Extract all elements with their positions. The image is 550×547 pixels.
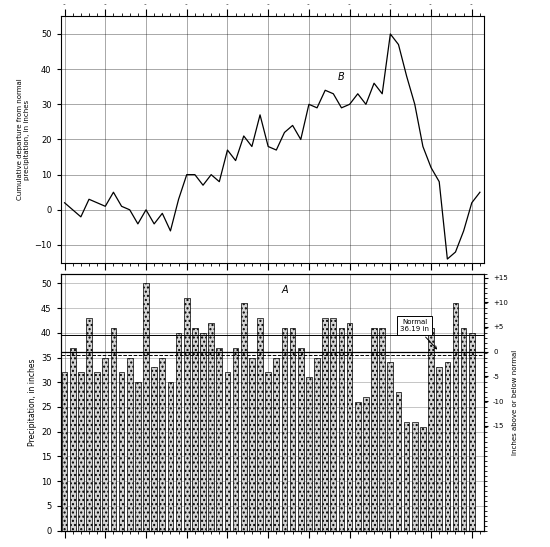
Bar xyxy=(94,373,100,531)
Bar xyxy=(395,392,402,531)
Bar xyxy=(143,283,149,531)
Text: B: B xyxy=(338,72,345,82)
Bar xyxy=(363,397,368,531)
Bar xyxy=(184,298,190,531)
Bar xyxy=(331,318,336,531)
Bar xyxy=(290,328,295,531)
Bar xyxy=(86,318,92,531)
Bar xyxy=(412,422,417,531)
Bar xyxy=(119,373,124,531)
Bar xyxy=(176,333,182,531)
Bar xyxy=(111,328,116,531)
Bar xyxy=(160,358,165,531)
Bar xyxy=(224,373,230,531)
Bar xyxy=(355,402,361,531)
Bar xyxy=(78,373,84,531)
Bar xyxy=(62,373,68,531)
Bar xyxy=(444,363,450,531)
Bar xyxy=(371,328,377,531)
Bar xyxy=(428,328,434,531)
Y-axis label: Cumulative departure from normal
precipitation, in inches: Cumulative departure from normal precipi… xyxy=(17,79,30,200)
Bar xyxy=(200,333,206,531)
Y-axis label: Precipitation, in inches: Precipitation, in inches xyxy=(28,358,37,446)
Bar xyxy=(241,303,246,531)
Bar xyxy=(298,348,304,531)
Bar xyxy=(388,363,393,531)
Bar xyxy=(135,382,141,531)
Bar xyxy=(453,303,458,531)
Bar xyxy=(404,422,410,531)
Bar xyxy=(127,358,133,531)
Bar xyxy=(436,368,442,531)
Bar xyxy=(273,358,279,531)
Bar xyxy=(217,348,222,531)
Bar xyxy=(461,328,466,531)
Bar xyxy=(379,328,385,531)
Bar xyxy=(339,328,344,531)
Bar xyxy=(469,333,475,531)
Bar xyxy=(233,348,239,531)
Bar xyxy=(420,427,426,531)
Bar xyxy=(102,358,108,531)
Bar xyxy=(282,328,287,531)
Bar xyxy=(192,328,198,531)
Bar xyxy=(208,323,214,531)
Bar xyxy=(257,318,263,531)
Bar xyxy=(314,358,320,531)
Bar xyxy=(70,348,75,531)
Text: Normal
36.19 in: Normal 36.19 in xyxy=(400,319,437,349)
Bar xyxy=(249,358,255,531)
Bar xyxy=(306,377,312,531)
Text: A: A xyxy=(281,286,288,295)
Bar xyxy=(265,373,271,531)
Y-axis label: Inches above or below normal: Inches above or below normal xyxy=(512,350,518,455)
Bar xyxy=(322,318,328,531)
Bar xyxy=(346,323,353,531)
Bar xyxy=(151,368,157,531)
Bar xyxy=(168,382,173,531)
